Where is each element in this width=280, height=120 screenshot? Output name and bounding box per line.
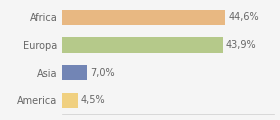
Text: 4,5%: 4,5% — [81, 95, 106, 105]
Bar — [62, 37, 223, 53]
Bar — [62, 65, 87, 80]
Text: 7,0%: 7,0% — [90, 68, 115, 78]
Bar — [62, 93, 78, 108]
Text: 44,6%: 44,6% — [228, 12, 259, 22]
Bar — [62, 10, 225, 25]
Text: 43,9%: 43,9% — [226, 40, 256, 50]
